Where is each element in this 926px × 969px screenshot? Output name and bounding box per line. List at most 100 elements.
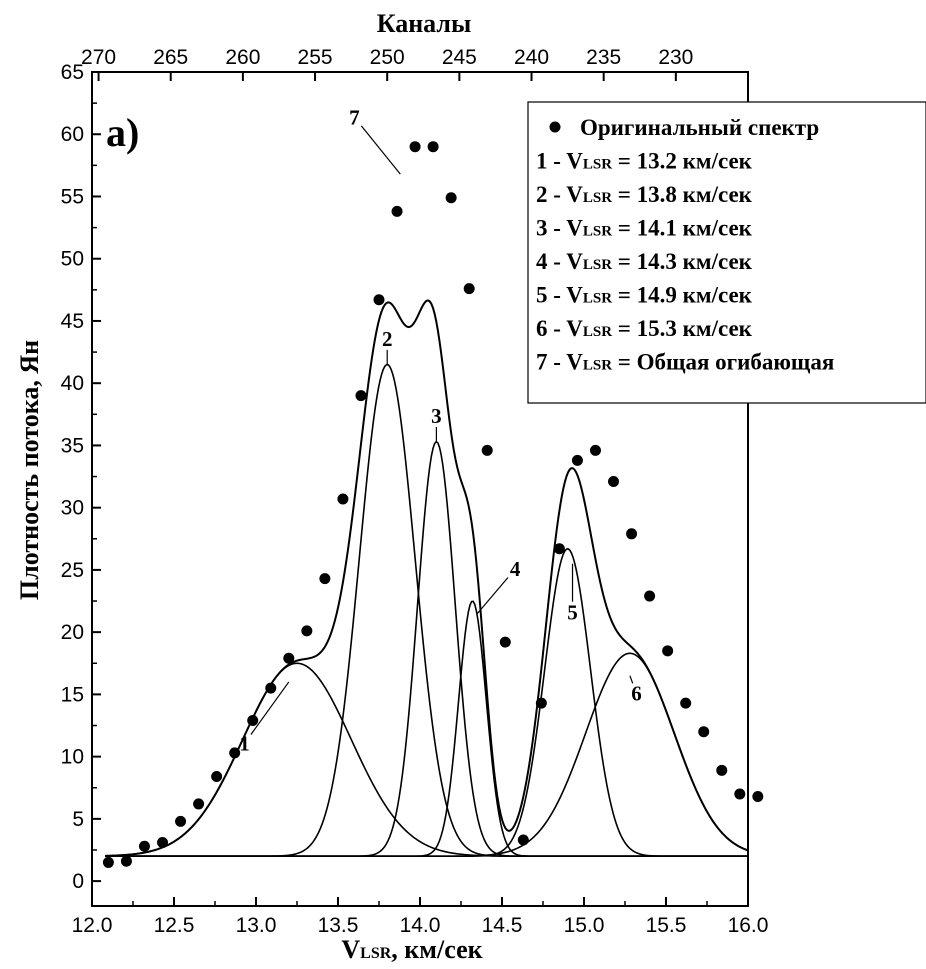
- component-curve-2: [105, 363, 748, 858]
- legend-marker-spectrum: [549, 121, 561, 133]
- curve-label-7: 7: [349, 105, 360, 129]
- spectrum-point: [157, 837, 169, 849]
- y-tick-label: 40: [61, 372, 84, 395]
- spectrum-point: [409, 141, 421, 153]
- x-axis-title: VLSR, км/сек: [341, 935, 482, 964]
- spectrum-point: [355, 390, 367, 402]
- curve-label-pointer: [360, 125, 401, 175]
- y-tick-label: 55: [61, 185, 84, 208]
- legend-entry-5: 5 - VLSR = 14.9 км/сек: [536, 283, 753, 308]
- spectrum-point: [193, 798, 205, 810]
- spectrum-point: [391, 205, 403, 217]
- original-spectrum-points: [102, 141, 764, 868]
- legend-entry-6: 6 - VLSR = 15.3 км/сек: [536, 316, 753, 341]
- y-tick-label: 65: [61, 61, 84, 84]
- x-tick-label: 12.0: [72, 914, 113, 937]
- curve-label-4: 4: [510, 557, 521, 581]
- spectrum-point: [373, 294, 385, 306]
- legend-entry-7: 7 - VLSR = Общая огибающая: [536, 350, 834, 375]
- spectrum-point: [608, 476, 620, 488]
- spectrum-point: [481, 444, 493, 456]
- y-tick-label: 15: [61, 683, 84, 706]
- spectrum-point: [283, 652, 295, 664]
- legend: Оригинальный спектр 1 - VLSR = 13.2 км/се…: [527, 101, 926, 404]
- spectrum-point: [247, 715, 259, 727]
- curve-labels: 1 2 3 4 5 6 7: [239, 105, 641, 755]
- curve-label-3: 3: [431, 404, 442, 428]
- y-tick-label: 30: [61, 497, 84, 520]
- curve-label-6: 6: [631, 682, 642, 706]
- component-curve-3: [105, 440, 748, 858]
- axes: 12.0 12.5 13.0 13.5 14.0 14.5 15.0 15.5 16.0 0 5 10…: [61, 46, 769, 937]
- y-tick-label: 60: [61, 123, 84, 146]
- spectrum-point: [319, 573, 331, 585]
- top-tick-label: 245: [442, 46, 477, 69]
- top-tick-label: 230: [658, 46, 693, 69]
- y-tick-label: 0: [72, 870, 84, 893]
- y-tick-label: 20: [61, 621, 84, 644]
- spectrum-point: [102, 856, 114, 868]
- legend-entry-3: 3 - VLSR = 14.1 км/сек: [536, 216, 753, 241]
- spectrum-point: [752, 790, 764, 802]
- spectrum-point: [589, 444, 601, 456]
- spectrum-point: [175, 815, 187, 827]
- spectrum-point: [571, 454, 583, 466]
- component-curve-6: [105, 652, 749, 858]
- curve-label-5: 5: [567, 601, 578, 625]
- top-tick-label: 250: [370, 46, 405, 69]
- spectrum-point: [517, 834, 529, 846]
- spectrum-point: [211, 771, 223, 783]
- envelope-curve-7: [105, 299, 749, 857]
- curve-label-pointer: [250, 681, 290, 735]
- y-tick-label: 25: [61, 559, 84, 582]
- spectrum-point: [138, 840, 150, 852]
- top-axis-title: Каналы: [377, 9, 472, 38]
- x-tick-label: 13.5: [318, 914, 359, 937]
- legend-entry-spectrum: Оригинальный спектр: [580, 115, 819, 140]
- spectrum-point: [553, 543, 565, 555]
- top-tick-label: 270: [81, 46, 116, 69]
- top-tick-label: 265: [153, 46, 188, 69]
- spectrum-point: [680, 697, 692, 709]
- y-tick-label: 35: [61, 434, 84, 457]
- x-tick-label: 15.5: [646, 914, 687, 937]
- x-tick-label: 13.0: [236, 914, 277, 937]
- spectrum-point: [626, 528, 638, 540]
- spectrum-point: [265, 682, 277, 694]
- x-tick-label: 16.0: [728, 914, 769, 937]
- spectrum-point: [463, 283, 475, 295]
- top-tick-label: 240: [514, 46, 549, 69]
- x-tick-label: 14.5: [482, 914, 523, 937]
- y-tick-label: 45: [61, 310, 84, 333]
- component-curve-4: [105, 600, 748, 858]
- spectrum-point: [445, 192, 457, 204]
- spectrum-point: [644, 590, 656, 602]
- x-tick-label: 12.5: [154, 914, 195, 937]
- curve-label-pointer: [476, 577, 509, 614]
- y-tick-label: 5: [72, 808, 84, 831]
- x-axis-title-sub: LSR: [360, 945, 392, 962]
- top-tick-label: 235: [586, 46, 621, 69]
- x-tick-label: 15.0: [564, 914, 605, 937]
- x-axis-title-main: V: [341, 935, 360, 964]
- y-tick-label: 50: [61, 248, 84, 271]
- curves: [105, 299, 749, 858]
- spectrum-point: [229, 747, 241, 759]
- component-curve-1: [105, 662, 748, 858]
- spectrum-point: [716, 764, 728, 776]
- legend-entry-2: 2 - VLSR = 13.8 км/сек: [536, 182, 753, 207]
- spectrum-point: [535, 697, 547, 709]
- x-axis-title-tail: , км/сек: [391, 935, 482, 964]
- legend-box: [527, 101, 926, 404]
- top-tick-label: 260: [225, 46, 260, 69]
- curve-label-1: 1: [239, 731, 250, 755]
- y-axis-title: Плотность потока, Ян: [15, 340, 44, 600]
- spectrum-point: [662, 645, 674, 657]
- top-tick-label: 255: [298, 46, 333, 69]
- curve-label-pointer: [629, 675, 634, 684]
- spectrum-point: [301, 625, 313, 637]
- spectrum-point: [427, 141, 439, 153]
- x-tick-label: 14.0: [400, 914, 441, 937]
- spectrum-point: [499, 636, 511, 648]
